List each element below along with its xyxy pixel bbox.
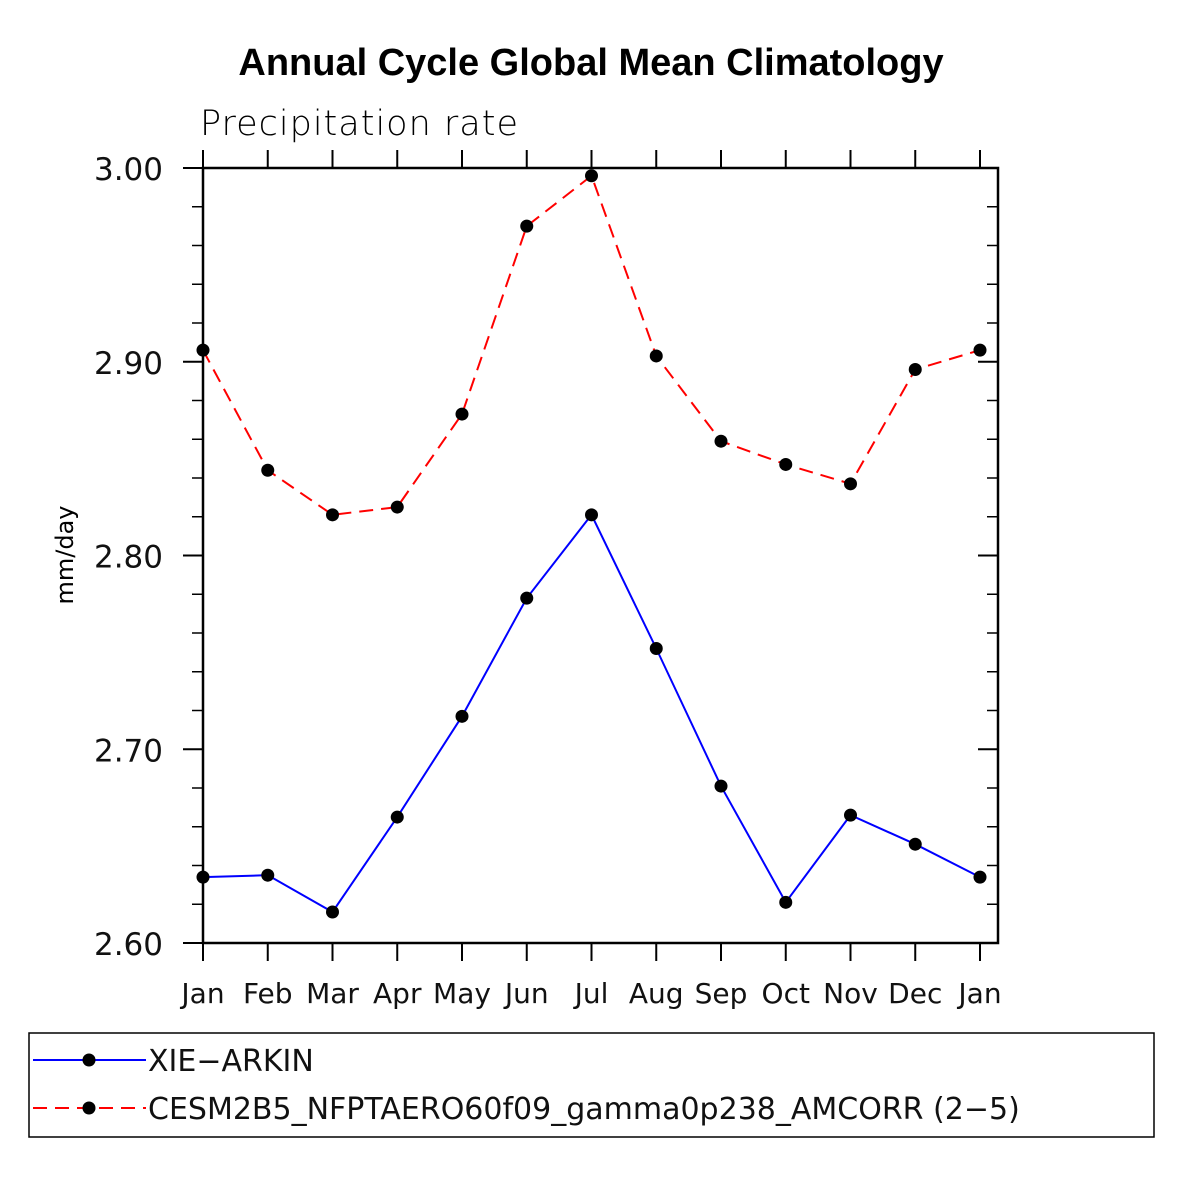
data-point	[390, 500, 404, 514]
data-point	[585, 169, 598, 183]
y-tick-labels: 2.60 2.70 2.80 2.90 3.00	[94, 152, 163, 963]
x-tick-label: Jan	[179, 977, 224, 1010]
x-tick-label: Feb	[243, 977, 293, 1010]
plot-frame	[201, 166, 1000, 945]
x-tick-label: Jan	[956, 977, 1001, 1010]
x-tick-label: Oct	[762, 977, 810, 1010]
data-point	[844, 808, 857, 822]
y-tick-label: 2.60	[94, 927, 163, 963]
axis-ticks	[183, 150, 998, 961]
y-tick-label: 2.90	[94, 346, 163, 382]
data-point	[908, 837, 922, 851]
y-axis-label: mm/day	[51, 506, 79, 605]
data-point	[649, 642, 663, 655]
legend-entry-2: CESM2B5_NFPTAERO60f09_gamma0p238_AMCORR …	[33, 1092, 1020, 1127]
x-tick-label: Apr	[373, 977, 422, 1010]
data-point	[455, 709, 469, 723]
y-tick-label: 3.00	[94, 152, 163, 188]
x-tick-label: Sep	[695, 977, 748, 1010]
y-tick-label: 2.70	[94, 733, 163, 769]
x-tick-label: Dec	[888, 977, 942, 1010]
data-point	[714, 434, 728, 448]
data-point	[585, 508, 598, 522]
legend-marker	[82, 1101, 96, 1115]
data-point	[261, 868, 275, 882]
legend: XIE−ARKIN CESM2B5_NFPTAERO60f09_gamma0p23…	[28, 1032, 1155, 1138]
data-point	[779, 457, 793, 471]
legend-label: XIE−ARKIN	[148, 1044, 314, 1079]
data-point	[973, 343, 987, 357]
data-point	[973, 870, 987, 884]
x-tick-label: Nov	[823, 977, 878, 1010]
chart-subtitle: Precipitation rate	[200, 104, 519, 144]
legend-marker	[82, 1053, 96, 1067]
legend-label: CESM2B5_NFPTAERO60f09_gamma0p238_AMCORR …	[148, 1092, 1020, 1127]
x-tick-label: Jul	[573, 977, 609, 1010]
x-tick-label: Jun	[503, 977, 549, 1010]
data-point	[520, 591, 534, 605]
data-point	[649, 349, 663, 363]
legend-entry-1: XIE−ARKIN	[33, 1044, 314, 1079]
legend-box	[28, 1032, 1155, 1138]
data-point	[844, 477, 857, 491]
plot-series	[196, 169, 987, 919]
data-point	[326, 508, 339, 522]
series-1	[196, 508, 987, 919]
data-point	[908, 363, 922, 376]
data-point	[261, 463, 275, 477]
data-point	[390, 810, 404, 824]
data-point	[779, 895, 793, 909]
series-line	[202, 512, 981, 914]
x-tick-label: Mar	[306, 977, 359, 1010]
x-tick-label: Aug	[629, 977, 684, 1010]
x-tick-label: May	[433, 977, 491, 1010]
x-tick-labels: Jan Feb Mar Apr May Jun Jul Aug Sep Oct Nov Dec Jan	[179, 977, 1001, 1010]
series-2	[196, 169, 987, 522]
chart-title: Annual Cycle Global Mean Climatology	[238, 42, 943, 84]
y-tick-label: 2.80	[94, 540, 163, 576]
data-point	[326, 905, 339, 919]
data-point	[520, 219, 534, 233]
series-line	[202, 174, 981, 516]
data-point	[714, 779, 728, 793]
data-point	[455, 407, 469, 421]
